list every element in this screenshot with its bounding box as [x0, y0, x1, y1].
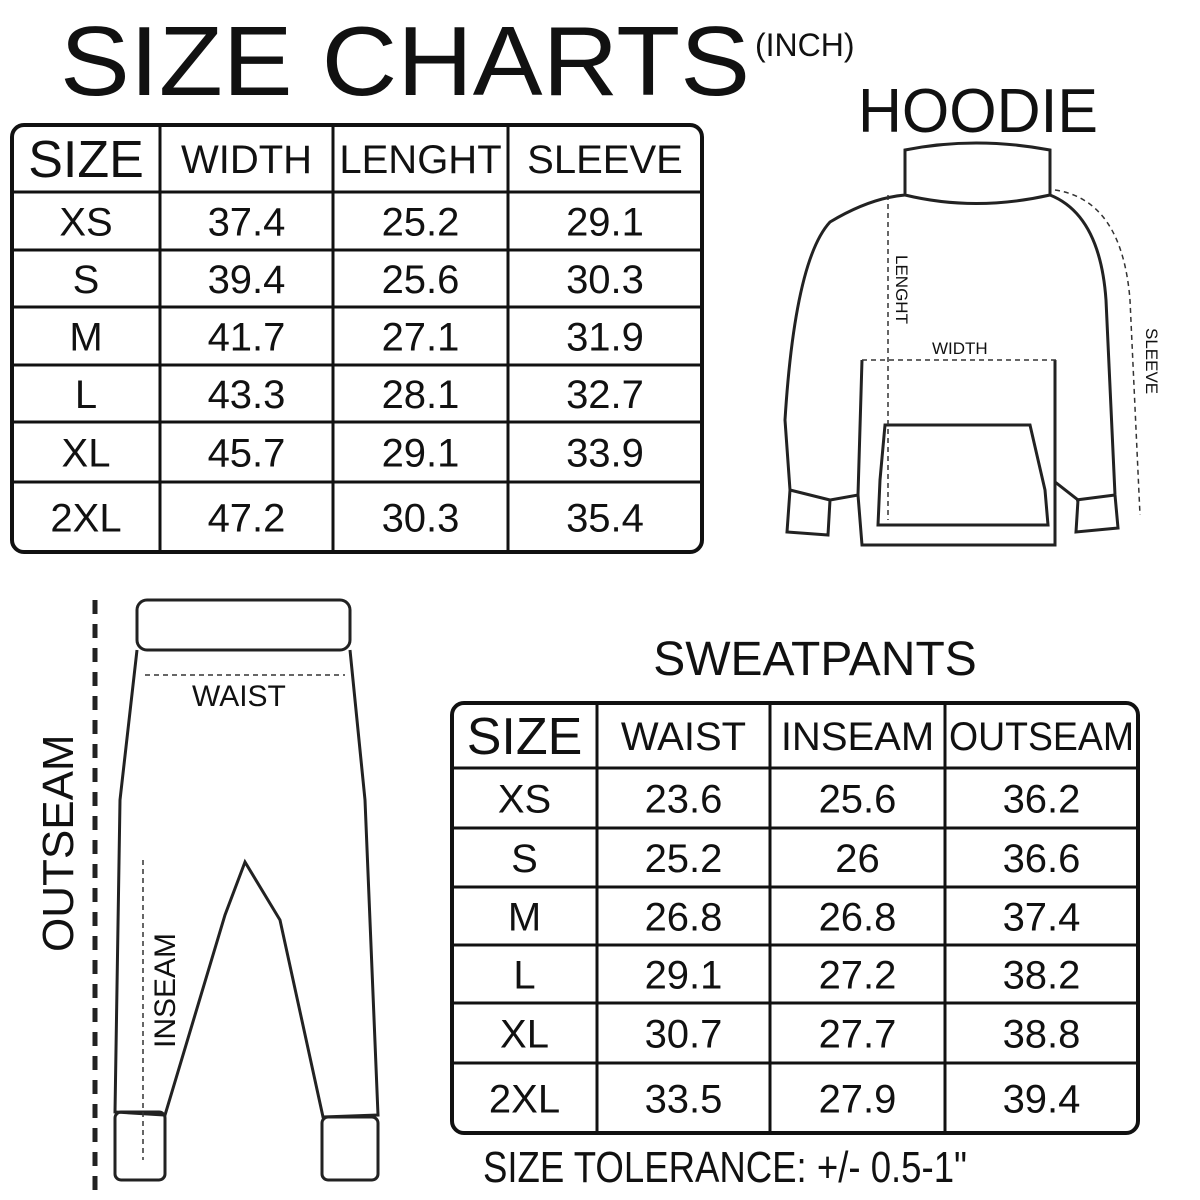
measurement: 27.7: [819, 1012, 897, 1056]
measurement: 29.1: [566, 200, 644, 244]
measurement: 30.3: [566, 258, 644, 302]
column-header: OUTSEAM: [949, 715, 1134, 759]
measurement: 36.6: [1003, 837, 1081, 881]
sweatpants-title: SWEATPANTS: [653, 633, 977, 686]
measurement: 33.5: [645, 1077, 723, 1121]
column-header: LENGHT: [339, 138, 501, 182]
measurement: 26.8: [819, 895, 897, 939]
column-header: SIZE: [467, 708, 583, 766]
measurement: 41.7: [208, 315, 286, 359]
size-label: 2XL: [489, 1077, 560, 1121]
measurement: 31.9: [566, 315, 644, 359]
measurement: 38.8: [1003, 1012, 1081, 1056]
measurement: 25.6: [382, 258, 460, 302]
size-label: L: [513, 953, 535, 997]
measurement: 39.4: [1003, 1077, 1081, 1121]
measurement: 27.9: [819, 1077, 897, 1121]
measurement: 27.1: [382, 315, 460, 359]
measurement: 32.7: [566, 373, 644, 417]
measurement: 27.2: [819, 953, 897, 997]
size-label: S: [511, 837, 538, 881]
column-header: WAIST: [621, 715, 746, 759]
size-label: L: [75, 373, 97, 417]
unit-label: (INCH): [755, 27, 855, 63]
size-label: M: [508, 895, 541, 939]
measurement: 25.2: [382, 200, 460, 244]
table-border: [10, 123, 704, 554]
measurement: 25.6: [819, 777, 897, 821]
table-border: [450, 701, 1140, 1135]
measurement: 30.3: [382, 496, 460, 540]
inseam-label: INSEAM: [149, 933, 182, 1048]
measurement: 37.4: [208, 200, 286, 244]
size-label: 2XL: [50, 496, 121, 540]
measurement: 23.6: [645, 777, 723, 821]
hoodie-diagram: LENGHT WIDTH SLEEVE: [783, 141, 1161, 547]
measurement: 35.4: [566, 496, 644, 540]
measurement: 28.1: [382, 373, 460, 417]
size-label: XL: [500, 1012, 549, 1056]
column-header: SLEEVE: [527, 138, 683, 182]
size-label: XS: [59, 200, 112, 244]
pants-diagram: WAIST OUTSEAM INSEAM: [34, 598, 380, 1190]
measurement: 30.7: [645, 1012, 723, 1056]
measurement: 38.2: [1003, 953, 1081, 997]
sleeve-label: SLEEVE: [1142, 328, 1161, 394]
measurement: 37.4: [1003, 895, 1081, 939]
outseam-label: OUTSEAM: [34, 734, 83, 952]
column-header: WIDTH: [181, 138, 312, 182]
size-label: XL: [62, 431, 111, 475]
measurement: 43.3: [208, 373, 286, 417]
size-label: XS: [498, 777, 551, 821]
size-label: S: [73, 258, 100, 302]
column-header: INSEAM: [781, 715, 934, 759]
measurement: 29.1: [645, 953, 723, 997]
measurement: 26: [835, 837, 880, 881]
page-title: SIZE CHARTS: [60, 6, 750, 116]
measurement: 29.1: [382, 431, 460, 475]
size-label: M: [69, 315, 102, 359]
measurement: 26.8: [645, 895, 723, 939]
measurement: 25.2: [645, 837, 723, 881]
measurement: 36.2: [1003, 777, 1081, 821]
measurement: 39.4: [208, 258, 286, 302]
measurement: 45.7: [208, 431, 286, 475]
hoodie-title: HOODIE: [858, 77, 1098, 146]
size-tolerance: SIZE TOLERANCE: +/- 0.5-1": [483, 1143, 967, 1192]
length-label: LENGHT: [892, 255, 911, 324]
waist-label: WAIST: [192, 680, 286, 713]
width-label: WIDTH: [932, 339, 988, 358]
measurement: 33.9: [566, 431, 644, 475]
measurement: 47.2: [208, 496, 286, 540]
column-header: SIZE: [28, 131, 144, 189]
